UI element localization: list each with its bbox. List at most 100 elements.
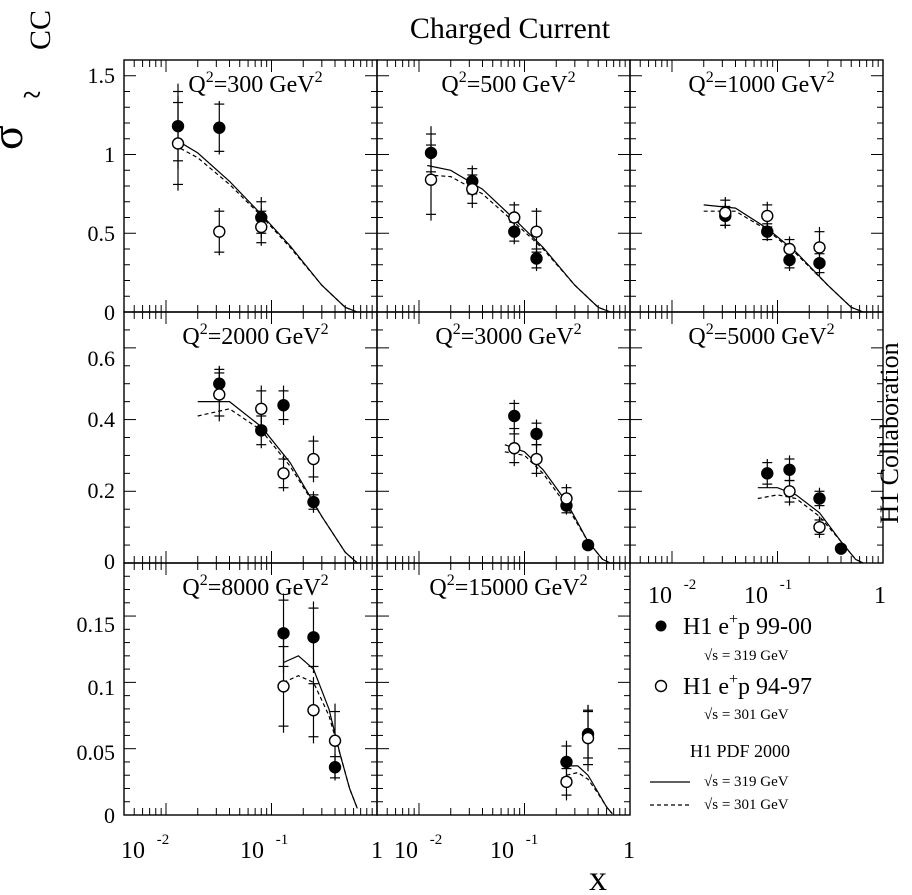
legend-entry1-sub: √s = 319 GeV [704,648,789,664]
y-tick-label: 0 [104,300,115,325]
panel-1: Q2=300 GeV2 [123,59,378,313]
y-tick-label: 0.15 [77,612,116,637]
x-tick-labels-col3: 10 -2 10 -1 1 [648,577,886,609]
y-tick-label: 0.05 [77,740,116,765]
y-tick-label: 1 [104,142,115,167]
y-tick-label: 0 [104,803,115,828]
data-point-open [307,452,320,466]
data-point-open [424,173,438,186]
data-point-filled [508,409,521,423]
data-point-filled [783,463,796,476]
data-point-open [560,492,573,505]
y-axis-label-sub: CC [24,10,57,50]
panel-q2-label: Q2=3000 GeV2 [435,321,581,350]
y-tick-label: 0.6 [88,346,116,371]
panel-q2-label: Q2=15000 GeV2 [429,572,587,601]
data-point-open [783,242,796,256]
data-point-open [255,402,268,416]
data-point-open [328,734,342,747]
curve-dashed [757,494,864,564]
x-tick-label-exp: -1 [276,832,289,848]
data-point-open [171,137,185,150]
data-point-open [581,731,595,745]
y-tick-label: 0.1 [88,675,116,700]
data-point-open [508,211,521,224]
curve-dashed [504,451,611,564]
y-tick-label: 1.5 [88,63,116,88]
panel-2: Q2=500 GeV2 [376,59,631,313]
data-point-open [813,520,826,534]
x-axis-label: x [589,858,607,895]
panel-q2-label: Q2=300 GeV2 [188,69,322,98]
y-tick-labels-row3: 0 0.05 0.1 0.15 [77,612,116,828]
data-point-open [783,485,796,498]
curve-dashed [703,210,864,313]
y-tick-label: 0.4 [88,407,116,432]
data-point-filled [213,121,226,134]
x-tick-label-base: 10 [394,838,418,864]
data-point-open [277,467,290,480]
legend-marker-open [654,679,668,693]
x-tick-label: 1 [874,583,886,609]
data-point-filled [761,467,774,480]
curve-dashed [174,144,358,313]
panel-frame [376,562,631,816]
data-point-open [560,775,573,789]
x-tick-label-exp: -1 [526,832,539,848]
data-point-filled [307,495,320,509]
data-point-filled [277,399,290,412]
x-tick-labels-col1: 10 -2 10 -1 1 [121,832,383,864]
chart-title: Charged Current [410,12,611,45]
panel-q2-label: Q2=1000 GeV2 [688,69,834,98]
x-tick-label-base: 10 [648,583,672,609]
data-point-filled [834,542,848,555]
data-point-filled [307,631,320,644]
curve-solid [283,655,358,809]
x-tick-label-base: 10 [490,838,514,864]
data-point-open [530,452,543,466]
curve-solid [197,401,358,564]
data-point-open [508,442,521,455]
data-point-open [213,388,226,401]
panel-4: Q2=2000 GeV2 [123,311,378,564]
y-tick-label: 0.5 [88,221,116,246]
data-point-open [277,680,290,693]
x-tick-label: 1 [623,838,635,864]
data-point-filled [813,492,826,505]
legend-marker-filled [655,620,667,632]
legend: H1 e+p 99-00 √s = 319 GeV H1 e+p 94-97 √… [650,611,812,813]
data-point-filled [277,627,290,640]
data-point-open [530,225,543,238]
x-tick-label: 1 [371,838,383,864]
curve-solid [427,164,611,313]
curve-dashed [283,675,358,809]
y-tick-labels-row2: 0 0.2 0.4 0.6 [88,346,116,574]
panel-q2-label: Q2=5000 GeV2 [688,321,834,350]
legend-entry1-label: H1 e+p 99-00 [683,611,812,640]
y-axis-label-tilde: ~ [23,77,41,114]
data-point-open [719,206,732,219]
legend-solid-label: √s = 319 GeV [704,774,789,790]
x-tick-label-exp: -2 [684,577,697,593]
data-point-open [466,182,479,196]
legend-dashed-label: √s = 301 GeV [704,797,789,813]
legend-entry2-label: H1 e+p 94-97 [683,671,812,700]
curve-solid [757,487,864,564]
panel-6: Q2=5000 GeV2 [629,311,884,564]
panel-q2-label: Q2=500 GeV2 [441,69,575,98]
x-tick-label-base: 10 [121,838,145,864]
data-point-open [307,704,320,717]
x-tick-label-exp: -2 [157,832,170,848]
x-tick-label-base: 10 [744,583,768,609]
panel-q2-label: Q2=2000 GeV2 [182,321,328,350]
legend-pdf-title: H1 PDF 2000 [690,741,790,761]
y-tick-label: 0.2 [88,478,116,503]
data-point-open [761,209,774,223]
curve-dashed [197,408,358,564]
data-point-open [813,241,826,254]
panel-7: Q2=8000 GeV2 [123,562,378,816]
x-tick-label-exp: -1 [780,577,793,593]
legend-entry2-sub: √s = 301 GeV [704,707,789,723]
data-point-open [255,220,268,234]
